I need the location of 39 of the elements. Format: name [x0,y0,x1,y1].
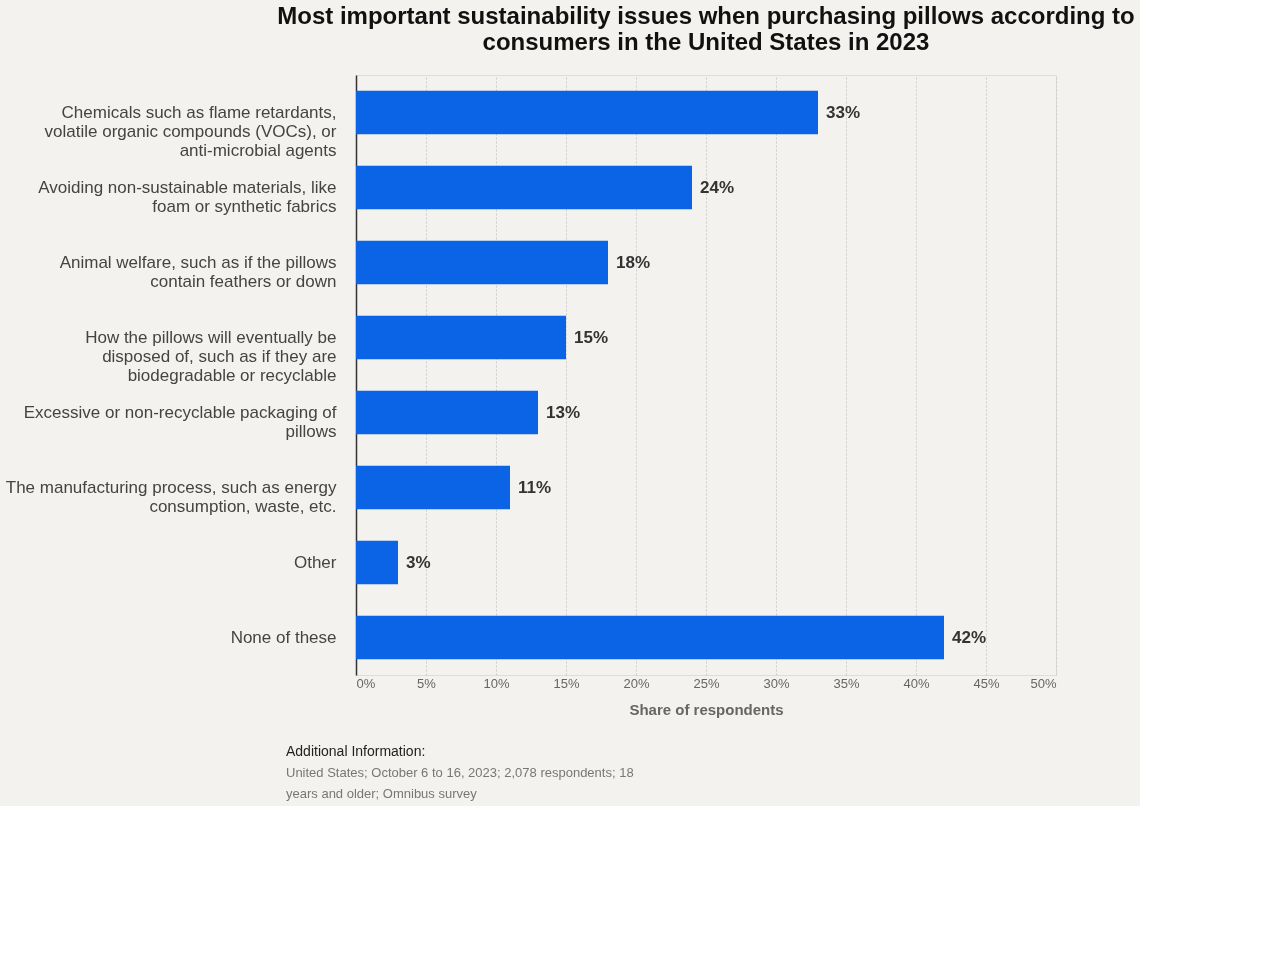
data-label: 33% [826,102,861,122]
y-tick-label: Chemicals such as flame retardants, volatile organic compounds (VOCs), or anti-microbial agents [44,102,337,160]
x-tick-label: 30% [763,675,790,691]
x-axis-title: Share of respondents [629,700,784,718]
y-tick-label: Avoiding non-sustainable materials, like foam or synthetic fabrics [38,177,337,216]
bar [356,540,398,585]
x-tick-label: 0% [356,675,376,691]
x-tick-label: 10% [483,675,510,691]
y-tick-label: How the pillows will eventually be disposed of, such as if they are biodegradable or recyclable [85,327,337,385]
y-tick-label: Other [293,552,337,572]
bar [356,315,566,360]
data-label: 3% [406,552,431,572]
bar [356,90,818,135]
x-tick-label: 25% [693,675,720,691]
x-tick-label: 35% [833,675,860,691]
data-label: 42% [952,627,987,647]
data-label: 13% [546,402,581,422]
x-tick-label: 50% [1030,675,1057,691]
text: United States; October 6 to 16, 2023; 2,078 respondents; 18 years and older; Omnibus survey [286,765,634,801]
data-label: 11% [518,477,552,497]
y-tick-label: The manufacturing process, such as energy consumption, waste, etc. [5,477,337,516]
x-tick-label: 40% [903,675,930,691]
data-label: 15% [574,327,609,347]
bar [356,465,510,510]
y-tick-label: None of these [230,627,337,647]
bar [356,390,538,435]
x-tick-label: 45% [973,675,1000,691]
x-tick-label: 15% [553,675,580,691]
bar [356,165,692,210]
y-tick-label: Excessive or non-recyclable packaging of pillows [23,402,337,441]
x-tick-label: 20% [623,675,650,691]
bar [356,240,608,285]
text: Additional Information: [286,743,426,759]
data-label: 24% [700,177,735,197]
y-tick-label: Animal welfare, such as if the pillows contain feathers or down [59,252,337,291]
bar [356,615,944,660]
x-tick-label: 5% [417,675,437,691]
chart-title: Most important sustainability issues when purchasing pillows according to consumers in the United States in 2023 [277,2,1135,55]
data-label: 18% [616,252,651,272]
